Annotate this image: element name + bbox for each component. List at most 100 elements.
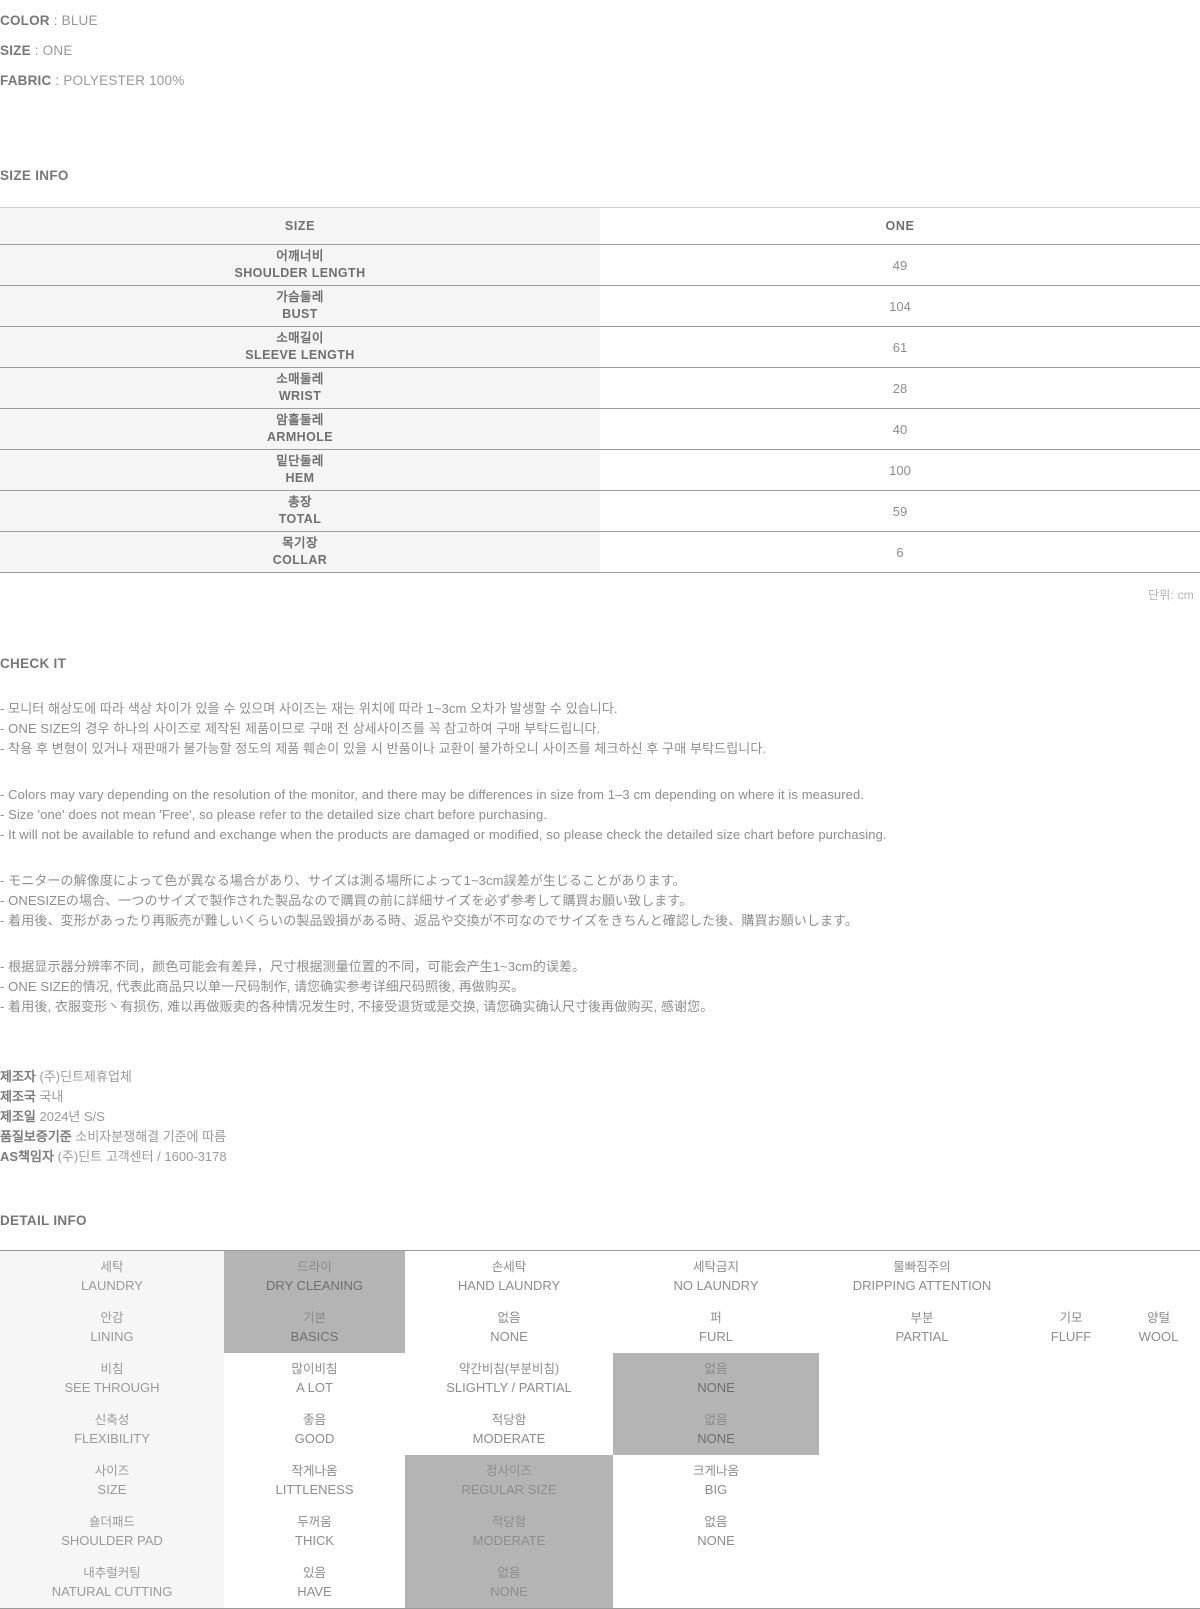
detail-option-have[interactable]: 있음 HAVE	[224, 1557, 405, 1609]
detail-option-empty	[819, 1506, 1025, 1557]
measure-label-kr: 밑단둘레	[276, 454, 324, 468]
check-it-chinese: - 根据显示器分辨率不同，颜色可能会有差异，尺寸根据测量位置的不同，可能会产生1…	[0, 957, 1200, 1017]
notice-line: - ONESIZEの場合、一つのサイズで製作された製品なので購買の前に詳細サイズ…	[0, 893, 693, 908]
spec-separator: :	[30, 43, 43, 58]
option-kr: 세탁금지	[692, 1260, 739, 1274]
detail-label-en: SIZE	[97, 1481, 127, 1497]
spec-value-fabric: POLYESTER 100%	[63, 73, 185, 88]
one-column-header: ONE	[600, 207, 1200, 245]
detail-label-kr: 사이즈	[94, 1464, 130, 1478]
detail-option-no-laundry[interactable]: 세탁금지 NO LAUNDRY	[613, 1251, 819, 1303]
option-kr: 없음	[497, 1566, 521, 1580]
detail-option-regular-size[interactable]: 정사이즈 REGULAR SIZE	[405, 1455, 613, 1506]
detail-option-big[interactable]: 크게나옴 BIG	[613, 1455, 819, 1506]
maker-key: AS책임자	[0, 1149, 54, 1164]
detail-option-empty	[1025, 1404, 1117, 1455]
detail-option-dripping-attention[interactable]: 물빠짐주의 DRIPPING ATTENTION	[819, 1251, 1025, 1303]
notice-line: - Size 'one' does not mean 'Free', so pl…	[0, 807, 548, 822]
table-row: 목기장 COLLAR 6	[0, 531, 1200, 573]
detail-label-kr: 내추럴커팅	[83, 1566, 141, 1580]
option-kr: 드라이	[297, 1260, 332, 1274]
measure-label-en: SLEEVE LENGTH	[245, 348, 355, 362]
detail-option-none[interactable]: 없음 NONE	[405, 1557, 613, 1609]
measure-label-en: WRIST	[278, 389, 322, 403]
option-en: WOOL	[1138, 1328, 1179, 1344]
detail-option-empty	[1117, 1455, 1200, 1506]
maker-key: 제조일	[0, 1109, 36, 1124]
measure-label-collar: 목기장 COLLAR	[0, 531, 600, 573]
maker-value: 2024년 S/S	[39, 1109, 105, 1124]
maker-value: (주)딘트제휴업체	[39, 1069, 132, 1084]
measure-value-collar: 6	[600, 531, 1200, 573]
size-column-header: SIZE	[0, 207, 600, 245]
measure-label-en: TOTAL	[278, 512, 322, 526]
notice-line: - ONE SIZE的情况, 代表此商品只以单一尺码制作, 请您确实参考详细尺码…	[0, 979, 525, 994]
measure-value-total: 59	[600, 490, 1200, 532]
detail-info-section: DETAIL INFO 세탁 LAUNDRY 드라이	[0, 1213, 1200, 1609]
detail-option-littleness[interactable]: 작게나옴 LITTLENESS	[224, 1455, 405, 1506]
detail-label-laundry: 세탁 LAUNDRY	[0, 1250, 224, 1302]
option-en: NONE	[490, 1583, 528, 1599]
option-en: HAND LAUNDRY	[457, 1277, 561, 1293]
spec-key-color: COLOR	[0, 13, 50, 28]
detail-option-dry-cleaning[interactable]: 드라이 DRY CLEANING	[224, 1251, 405, 1302]
detail-option-furl[interactable]: 퍼 FURL	[613, 1302, 819, 1353]
measure-label-bust: 가슴둘레 BUST	[0, 285, 600, 327]
option-kr: 크게나옴	[692, 1464, 739, 1478]
measure-label-total: 총장 TOTAL	[0, 490, 600, 532]
detail-label-en: LAUNDRY	[81, 1277, 143, 1293]
detail-option-basics[interactable]: 기본 BASICS	[224, 1302, 405, 1353]
measure-value-wrist: 28	[600, 367, 1200, 409]
measure-value-sleeve-length: 61	[600, 326, 1200, 368]
table-row: 소매둘레 WRIST 28	[0, 367, 1200, 409]
spec-separator: :	[49, 13, 62, 28]
option-en: HAVE	[297, 1583, 332, 1599]
table-row: 암홀둘레 ARMHOLE 40	[0, 408, 1200, 450]
spec-row-fabric: FABRIC : POLYESTER 100%	[0, 66, 1200, 96]
measure-label-en: BUST	[282, 307, 318, 321]
notice-line: - 根据显示器分辨率不同，颜色可能会有差异，尺寸根据测量位置的不同，可能会产生1…	[0, 959, 586, 974]
spec-value-size: ONE	[42, 43, 73, 58]
size-info-table: SIZE ONE 어깨너비 SHOULDER LENGTH 49 가슴둘레 BU…	[0, 207, 1200, 573]
detail-option-good[interactable]: 좋음 GOOD	[224, 1404, 405, 1455]
measure-label-en: ARMHOLE	[267, 430, 333, 444]
option-kr: 기본	[302, 1311, 326, 1325]
table-row: 어깨너비 SHOULDER LENGTH 49	[0, 244, 1200, 286]
detail-option-moderate[interactable]: 적당함 MODERATE	[405, 1404, 613, 1455]
detail-option-wool[interactable]: 양털 WOOL	[1117, 1302, 1200, 1353]
detail-option-none[interactable]: 없음 NONE	[613, 1404, 819, 1455]
detail-option-none[interactable]: 없음 NONE	[613, 1506, 819, 1557]
option-en: MODERATE	[472, 1532, 546, 1548]
detail-label-en: LINING	[90, 1328, 134, 1344]
measure-label-sleeve-length: 소매길이 SLEEVE LENGTH	[0, 326, 600, 368]
detail-option-slightly-partial[interactable]: 약간비침(부분비침) SLIGHTLY / PARTIAL	[405, 1353, 613, 1404]
option-en: BASICS	[290, 1328, 339, 1344]
detail-option-none[interactable]: 없음 NONE	[613, 1353, 819, 1404]
option-en: SLIGHTLY / PARTIAL	[446, 1379, 572, 1395]
spec-value-color: BLUE	[61, 13, 98, 28]
detail-row-natural-cutting: 내추럴커팅 NATURAL CUTTING 있음 HAVE 없음 N	[0, 1557, 1200, 1609]
option-kr: 작게나옴	[291, 1464, 338, 1478]
detail-option-empty	[1117, 1251, 1200, 1303]
detail-info-title: DETAIL INFO	[0, 1213, 87, 1228]
detail-option-empty	[1025, 1557, 1117, 1609]
detail-option-empty	[819, 1353, 1025, 1404]
unit-note: 단위: cm	[1148, 588, 1194, 602]
option-kr: 물빠짐주의	[893, 1260, 951, 1274]
detail-option-fluff[interactable]: 기모 FLUFF	[1025, 1302, 1117, 1353]
measure-label-kr: 암홀둘레	[276, 413, 324, 427]
detail-option-partial[interactable]: 부분 PARTIAL	[819, 1302, 1025, 1353]
detail-option-moderate[interactable]: 적당함 MODERATE	[405, 1506, 613, 1557]
maker-value: 소비자분쟁해결 기준에 따름	[75, 1129, 227, 1144]
detail-option-thick[interactable]: 두꺼움 THICK	[224, 1506, 405, 1557]
detail-option-empty	[1117, 1353, 1200, 1404]
check-it-english: - Colors may vary depending on the resol…	[0, 785, 1200, 845]
detail-option-hand-laundry[interactable]: 손세탁 HAND LAUNDRY	[405, 1251, 613, 1303]
maker-value: (주)딘트 고객센터 / 1600-3178	[57, 1149, 227, 1164]
notice-line: - 착용 후 변형이 있거나 재판매가 불가능할 정도의 제품 훼손이 있을 시…	[0, 741, 767, 756]
detail-option-a-lot[interactable]: 많이비침 A LOT	[224, 1353, 405, 1404]
spec-key-size: SIZE	[0, 43, 31, 58]
option-en: FLUFF	[1050, 1328, 1092, 1344]
detail-option-none[interactable]: 없음 NONE	[405, 1302, 613, 1353]
